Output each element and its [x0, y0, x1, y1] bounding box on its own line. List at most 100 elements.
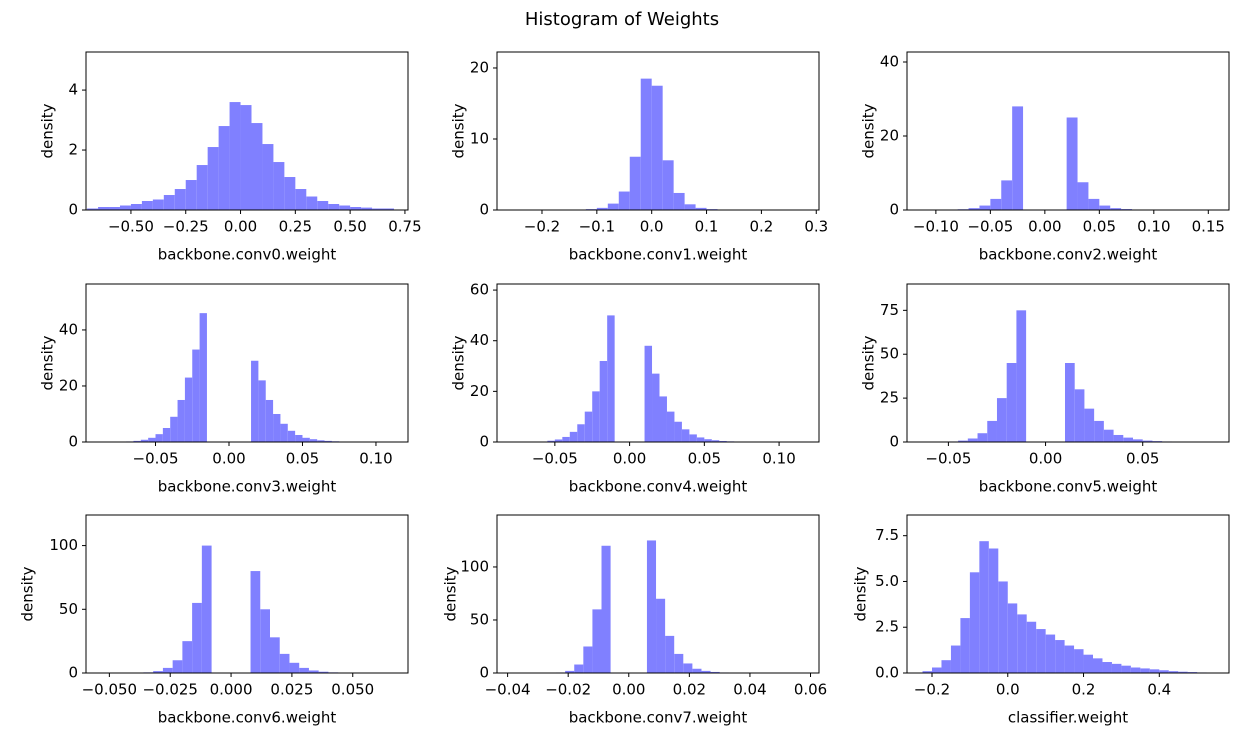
y-axis-label: density [442, 566, 460, 621]
x-axis-label: backbone.conv7.weight [569, 709, 748, 727]
y-tick-label: 0 [68, 433, 78, 451]
histogram-bar [265, 399, 274, 442]
y-tick-label: 20 [880, 126, 899, 144]
y-tick-label: 50 [470, 610, 489, 628]
histogram-bar [987, 420, 997, 442]
y-tick-label: 20 [59, 376, 78, 394]
x-tick-label: 0.2 [1072, 681, 1096, 699]
histogram-bar [182, 641, 193, 673]
histogram-bar [177, 399, 185, 442]
histogram-bar [569, 431, 578, 442]
y-tick-label: 5.0 [875, 572, 899, 590]
y-tick-label: 40 [470, 331, 489, 349]
subplot: −0.50 −0.25 0.00 0.25 0.50 0.75 0 2 4 backbone.co… [39, 51, 422, 264]
histogram-bar [577, 424, 585, 442]
y-tick-label: 2.5 [875, 618, 899, 636]
histogram-bar [565, 670, 575, 673]
x-tick-label: 0.10 [359, 450, 392, 468]
histogram-bar [218, 126, 230, 210]
y-tick-label: 100 [460, 557, 489, 575]
histogram-bar [1099, 205, 1111, 210]
histogram-bar [592, 391, 600, 442]
histogram-bar [662, 160, 674, 210]
histogram-bar [710, 671, 720, 673]
x-tick-label: 0.15 [1192, 218, 1225, 236]
y-tick-label: 60 [470, 281, 489, 299]
histogram-bar [599, 360, 608, 442]
histogram-bar [383, 208, 394, 210]
x-tick-label: 0.00 [1029, 450, 1062, 468]
x-tick-label: 0.05 [688, 450, 721, 468]
y-tick-label: 10 [470, 129, 489, 147]
x-axis-label: classifier.weight [1008, 709, 1128, 727]
subplot: −0.2 −0.1 0.0 0.1 0.2 0.3 0 10 20 backbone.conv1.… [450, 51, 828, 264]
x-tick-label: 0.05 [286, 450, 319, 468]
histogram-bar [1103, 429, 1114, 442]
histogram-bar [170, 416, 178, 442]
histogram-bar [324, 440, 332, 442]
x-tick-label: −0.2 [914, 681, 950, 699]
x-tick-label: 0.10 [762, 450, 795, 468]
histogram-bar [302, 437, 310, 442]
histogram-bar [196, 165, 208, 210]
histogram-bar [201, 545, 212, 673]
histogram-bar [295, 434, 303, 442]
x-tick-label: 0.050 [331, 681, 374, 699]
x-tick-label: −0.25 [163, 218, 209, 236]
histogram-bar [1026, 621, 1037, 673]
x-tick-label: 0.25 [279, 218, 312, 236]
histogram-bar [251, 123, 263, 210]
axes-frame [496, 514, 820, 674]
subplot: −0.04 −0.02 0.00 0.02 0.04 0.06 0 50 100 backbone… [442, 514, 827, 727]
histogram-bar [372, 208, 384, 210]
histogram-bar [695, 207, 707, 210]
x-tick-label: −0.02 [545, 681, 591, 699]
histogram-bar [229, 102, 241, 210]
x-tick-label: −0.1 [579, 218, 615, 236]
histogram-bar [711, 440, 720, 442]
histogram-bar [646, 540, 657, 673]
histogram-bar [659, 396, 667, 442]
x-tick-label: 0.50 [333, 218, 366, 236]
x-tick-label: 0.00 [224, 218, 257, 236]
histogram-bar [251, 360, 259, 442]
histogram-bar [596, 207, 608, 210]
histogram-bar [1045, 634, 1056, 673]
histogram-bar [1094, 420, 1104, 442]
axes-frame [906, 51, 1230, 211]
histogram-bar [184, 377, 193, 442]
histogram-bar [1121, 665, 1131, 673]
x-tick-label: −0.05 [925, 450, 971, 468]
x-tick-label: 0.00 [212, 450, 245, 468]
histogram-bar [1007, 603, 1018, 673]
histogram-bar [1178, 671, 1188, 673]
y-tick-label: 25 [880, 389, 899, 407]
histogram-bar [1142, 440, 1153, 442]
histogram-bar [696, 437, 705, 442]
histogram-bar [350, 207, 362, 210]
subplot: −0.05 0.00 0.05 0.10 0 20 40 backbone.conv3.wei… [39, 283, 409, 496]
subplot: −0.10 −0.05 0.00 0.05 0.10 0.15 0 20 40 backbone.… [860, 51, 1230, 264]
histogram-bar [1133, 439, 1143, 442]
x-axis-label: backbone.conv3.weight [158, 478, 337, 496]
x-tick-label: −0.50 [108, 218, 154, 236]
histogram-bar [1006, 363, 1017, 442]
histogram-bar [979, 205, 991, 210]
histogram-bar [554, 439, 563, 442]
axes-frame [906, 514, 1230, 674]
axes-frame [85, 514, 409, 674]
histogram-bar [174, 189, 186, 210]
histogram-bar [130, 204, 142, 210]
histogram-bar [1130, 667, 1141, 673]
histogram-bar [988, 548, 999, 673]
x-tick-label: 0.02 [673, 681, 706, 699]
histogram-bar [607, 315, 615, 442]
histogram-bar [692, 668, 702, 673]
histogram-bar [629, 156, 641, 210]
y-axis-label: density [450, 103, 468, 158]
x-tick-label: −0.04 [485, 681, 531, 699]
histogram-bar [651, 85, 663, 210]
x-tick-label: −0.050 [82, 681, 138, 699]
histogram-bar [607, 203, 619, 210]
histogram-bar [273, 162, 285, 210]
